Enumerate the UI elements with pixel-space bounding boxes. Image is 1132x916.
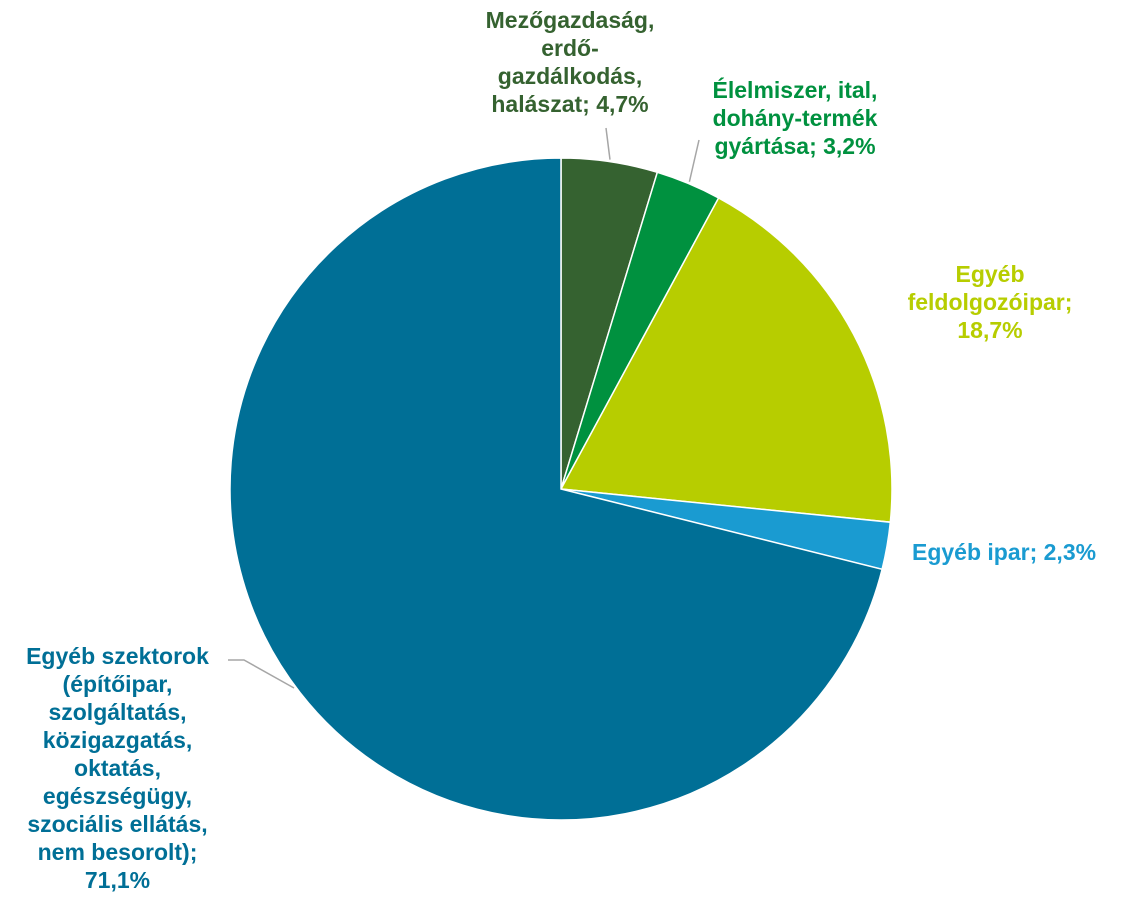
leader-line-food-beverage-tobacco	[688, 139, 700, 182]
leader-lines	[228, 127, 700, 689]
slice-label-agriculture: Mezőgazdaság, erdő-gazdálkodás, halászat; …	[485, 7, 655, 117]
leader-line-agriculture	[605, 127, 611, 160]
slice-other-sectors	[229, 157, 884, 821]
slice-other-manufacturing	[559, 196, 893, 524]
slice-label-other-sectors: Egyéb szektorok (építőipar, szolgáltatás, k…	[26, 643, 209, 893]
slice-label-food-beverage-tobacco: Élelmiszer, ital, dohány-termék gyártása; …	[712, 77, 878, 159]
pie-slices	[229, 157, 893, 821]
slice-label-other-industry: Egyéb ipar; 2,3%	[912, 539, 1097, 565]
leader-line-other-sectors	[228, 659, 295, 689]
slice-label-other-manufacturing: Egyéb feldolgozóipar; 18,7%	[907, 261, 1073, 343]
